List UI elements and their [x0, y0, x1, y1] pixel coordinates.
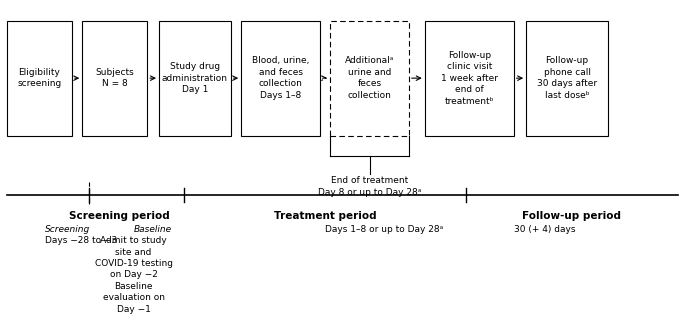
Text: Follow-up period: Follow-up period	[523, 211, 621, 220]
Text: Study drug
administration
Day 1: Study drug administration Day 1	[162, 62, 228, 94]
Text: Treatment period: Treatment period	[274, 211, 377, 220]
Text: Days 1–8 or up to Day 28ᵃ: Days 1–8 or up to Day 28ᵃ	[325, 225, 444, 234]
FancyBboxPatch shape	[241, 21, 320, 136]
Text: End of treatment
Day 8 or up to Day 28ᵃ: End of treatment Day 8 or up to Day 28ᵃ	[318, 176, 421, 197]
Text: Screening period: Screening period	[69, 211, 171, 220]
FancyBboxPatch shape	[330, 21, 409, 136]
Text: Screening: Screening	[45, 225, 90, 234]
Text: Baseline: Baseline	[134, 225, 172, 234]
FancyBboxPatch shape	[82, 21, 147, 136]
FancyBboxPatch shape	[159, 21, 231, 136]
Text: Follow-up
phone call
30 days after
last doseᵇ: Follow-up phone call 30 days after last …	[537, 56, 597, 100]
Text: Admit to study
site and
COVID-19 testing
on Day −2
Baseline
evaluation on
Day −1: Admit to study site and COVID-19 testing…	[95, 236, 173, 314]
Text: 30 (+ 4) days: 30 (+ 4) days	[514, 225, 575, 234]
Text: Days −28 to −3: Days −28 to −3	[45, 236, 116, 245]
Text: Follow-up
clinic visit
1 week after
end of
treatmentᵇ: Follow-up clinic visit 1 week after end …	[440, 51, 498, 106]
Text: Blood, urine,
and feces
collection
Days 1–8: Blood, urine, and feces collection Days …	[252, 56, 309, 100]
FancyBboxPatch shape	[7, 21, 72, 136]
Text: Eligibility
screening: Eligibility screening	[17, 68, 62, 88]
FancyBboxPatch shape	[526, 21, 608, 136]
Text: Additionalᵃ
urine and
feces
collection: Additionalᵃ urine and feces collection	[345, 56, 395, 100]
FancyBboxPatch shape	[425, 21, 514, 136]
Text: Subjects
N = 8: Subjects N = 8	[95, 68, 134, 88]
